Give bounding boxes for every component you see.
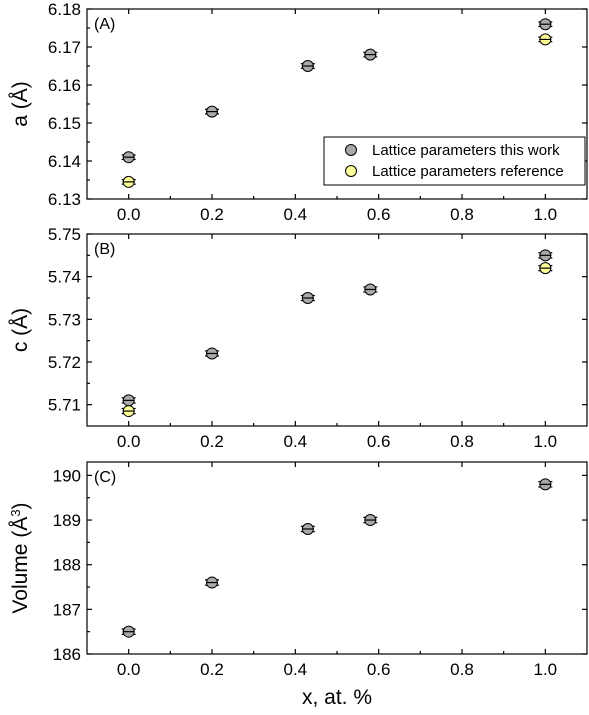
x-tick-label: 0.8 — [450, 660, 474, 679]
x-tick-label: 0.2 — [200, 205, 224, 224]
y-tick-label: 5.72 — [48, 353, 81, 372]
legend-entry: Lattice parameters reference — [372, 163, 564, 180]
panel-1: 0.0 0.2 0.4 0.6 0.8 1.0 6.13 6.14 6.15 6.16 6.17 6.… — [9, 0, 588, 224]
x-tick-label: 1.0 — [534, 205, 558, 224]
y-tick-label: 6.17 — [48, 38, 81, 57]
panel-label: (C) — [94, 469, 116, 486]
y-tick-label: 6.15 — [48, 114, 81, 133]
legend: Lattice parameters this work Lattice para… — [323, 136, 586, 186]
y-axis-title-suffix: ) — [9, 502, 32, 509]
panel-label: (B) — [94, 241, 115, 258]
panel-2: 0.0 0.2 0.4 0.6 0.8 1.0 5.71 5.72 5.73 5.74 5.75 (B… — [9, 225, 588, 451]
y-tick-label: 5.75 — [48, 225, 81, 244]
x-tick-label: 1.0 — [534, 432, 558, 451]
y-tick-label: 186 — [53, 645, 81, 664]
y-axis-title-superscript: 3 — [8, 509, 23, 516]
x-tick-label: 0.6 — [367, 660, 391, 679]
panel-label: (A) — [94, 16, 115, 33]
x-tick-label: 0.8 — [450, 205, 474, 224]
panel-3: 0.0 0.2 0.4 0.6 0.8 1.0 186 187 188 189 190 (C) Volu… — [8, 461, 588, 709]
x-axis-title: x, at. % — [302, 686, 372, 709]
x-tick-label: 0.0 — [117, 205, 141, 224]
y-tick-label: 6.13 — [48, 190, 81, 209]
y-tick-label: 189 — [53, 511, 81, 530]
x-tick-label: 1.0 — [534, 660, 558, 679]
legend-marker — [345, 165, 357, 177]
y-tick-label: 6.14 — [48, 152, 81, 171]
x-tick-label: 0.6 — [367, 432, 391, 451]
plot-frame — [86, 233, 588, 427]
x-tick-label: 0.4 — [284, 432, 308, 451]
y-tick-label: 6.18 — [48, 0, 81, 19]
y-axis-title: Volume (Å3) — [8, 502, 33, 613]
x-tick-label: 0.4 — [284, 660, 308, 679]
legend-marker — [345, 144, 357, 156]
y-axis-title: c (Å) — [9, 308, 32, 352]
y-tick-label: 190 — [53, 466, 81, 485]
y-tick-label: 6.16 — [48, 76, 81, 95]
x-tick-label: 0.6 — [367, 205, 391, 224]
plot-frame — [86, 461, 588, 655]
y-tick-label: 5.73 — [48, 310, 81, 329]
x-tick-label: 0.8 — [450, 432, 474, 451]
y-tick-label: 187 — [53, 600, 81, 619]
y-tick-label: 5.71 — [48, 396, 81, 415]
x-tick-label: 0.0 — [117, 432, 141, 451]
x-tick-label: 0.2 — [200, 660, 224, 679]
y-tick-label: 5.74 — [48, 268, 81, 287]
x-tick-label: 0.0 — [117, 660, 141, 679]
x-tick-label: 0.4 — [284, 205, 308, 224]
legend-entry: Lattice parameters this work — [372, 142, 560, 159]
y-tick-label: 188 — [53, 556, 81, 575]
legend-box — [323, 136, 586, 186]
x-tick-label: 0.2 — [200, 432, 224, 451]
y-axis-title: a (Å) — [9, 81, 32, 127]
